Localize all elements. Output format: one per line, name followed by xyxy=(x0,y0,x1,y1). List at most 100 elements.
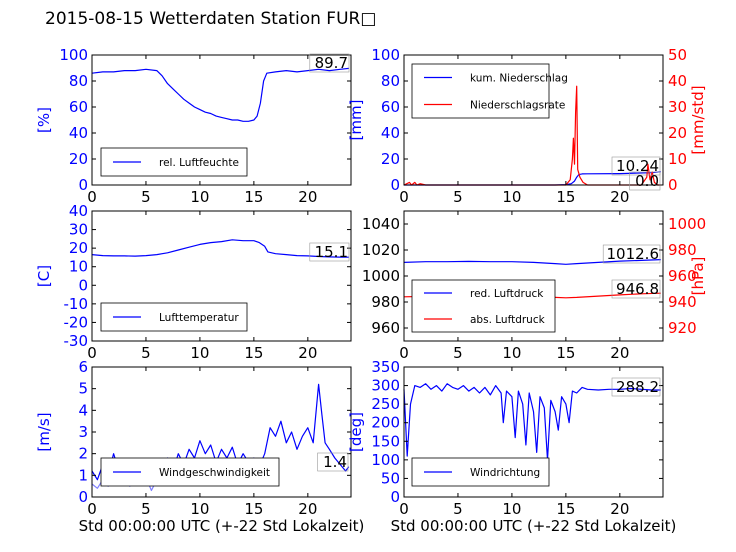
x-tick-label-2-1: 5 xyxy=(141,344,151,362)
y-tick-label-5-6: 300 xyxy=(371,377,400,395)
last-value-label-4-0: 1.4 xyxy=(323,453,347,471)
x-axis-label-4: Std 00:00:00 UTC (+-22 Std Lokalzeit) xyxy=(79,517,365,535)
y2-tick-label-1-4: 40 xyxy=(668,72,687,90)
x-tick-label-3-2: 10 xyxy=(502,344,521,362)
x-tick-label-5-1: 5 xyxy=(453,500,463,518)
legend-label-2-0: Lufttemperatur xyxy=(159,312,239,324)
y-tick-label-5-1: 50 xyxy=(381,469,400,487)
y-tick-label-1-0: 0 xyxy=(390,176,400,194)
x-tick-label-0-3: 15 xyxy=(244,188,263,206)
x-tick-label-2-4: 20 xyxy=(298,344,317,362)
y2-tick-label-3-2: 960 xyxy=(668,267,697,285)
y-tick-label-5-5: 250 xyxy=(371,395,400,413)
x-tick-label-4-4: 20 xyxy=(298,500,317,518)
legend-label-1-1: Niederschlagsrate xyxy=(470,100,565,112)
axes-frame-0 xyxy=(91,54,352,186)
x-tick-label-2-0: 0 xyxy=(87,344,97,362)
x-axis-label-5: Std 00:00:00 UTC (+-22 Std Lokalzeit) xyxy=(391,517,677,535)
y-tick-label-5-3: 150 xyxy=(371,432,400,450)
last-value-label-3-0: 1012.6 xyxy=(607,245,660,263)
last-value-box-2-0 xyxy=(309,242,350,262)
y-tick-label-0-0: 0 xyxy=(78,176,88,194)
axes-frame-5 xyxy=(403,366,664,498)
y-tick-label-5-2: 100 xyxy=(371,451,400,469)
x-tick-label-3-0: 0 xyxy=(399,344,409,362)
y-tick-label-1-1: 20 xyxy=(381,150,400,168)
y-tick-label-2-7: 40 xyxy=(69,202,88,220)
x-tick-label-2-3: 15 xyxy=(244,344,263,362)
legend-label-0-0: rel. Luftfeuchte xyxy=(159,157,239,169)
y-tick-label-1-5: 100 xyxy=(371,46,400,64)
x-tick-label-4-3: 15 xyxy=(244,500,263,518)
y-axis-label-4: [m/s] xyxy=(35,412,53,451)
last-value-box-1-1 xyxy=(629,171,661,191)
last-value-label-1-1: 0.0 xyxy=(635,172,659,190)
last-value-box-3-1 xyxy=(611,279,661,299)
y-tick-label-0-2: 40 xyxy=(69,124,88,142)
y-tick-label-2-5: 20 xyxy=(69,239,88,257)
y-tick-label-1-4: 80 xyxy=(381,72,400,90)
y-tick-label-3-2: 1000 xyxy=(362,267,400,285)
y-tick-label-0-3: 60 xyxy=(69,98,88,116)
y-tick-label-4-2: 2 xyxy=(78,445,88,463)
y-tick-label-2-4: 10 xyxy=(69,258,88,276)
x-tick-label-3-4: 20 xyxy=(610,344,629,362)
x-tick-label-4-1: 5 xyxy=(141,500,151,518)
last-value-box-1-0 xyxy=(611,156,661,176)
y2-tick-label-3-4: 1000 xyxy=(668,215,706,233)
x-tick-label-2-2: 10 xyxy=(190,344,209,362)
x-tick-label-4-2: 10 xyxy=(190,500,209,518)
y-tick-label-3-4: 1040 xyxy=(362,215,400,233)
y2-tick-label-3-3: 980 xyxy=(668,241,697,259)
legend-label-5-0: Windrichtung xyxy=(470,467,540,479)
y-tick-label-4-5: 5 xyxy=(78,380,88,398)
last-value-label-2-0: 15.1 xyxy=(315,243,348,261)
y2-tick-label-1-1: 10 xyxy=(668,150,687,168)
y2-tick-label-1-0: 0 xyxy=(668,176,678,194)
y-tick-label-4-1: 1 xyxy=(78,466,88,484)
y-tick-label-2-3: 0 xyxy=(78,276,88,294)
y-tick-label-3-0: 960 xyxy=(371,319,400,337)
last-value-box-0-0 xyxy=(309,53,350,73)
y-tick-label-2-1: -20 xyxy=(64,313,89,331)
last-value-box-3-0 xyxy=(602,244,661,264)
y-tick-label-1-2: 40 xyxy=(381,124,400,142)
legend-label-4-0: Windgeschwindigkeit xyxy=(159,467,270,479)
y-axis-label-0: [%] xyxy=(35,107,53,133)
y-axis-label-5: [deg] xyxy=(347,412,365,452)
y-tick-label-0-1: 20 xyxy=(69,150,88,168)
last-value-label-3-1: 946.8 xyxy=(616,280,659,298)
y-tick-label-4-3: 3 xyxy=(78,423,88,441)
y-tick-label-4-4: 4 xyxy=(78,401,88,419)
y-tick-label-5-4: 200 xyxy=(371,414,400,432)
y2-axis-label-3: [hPa] xyxy=(689,257,707,296)
x-tick-label-3-1: 5 xyxy=(453,344,463,362)
x-tick-label-1-4: 20 xyxy=(610,188,629,206)
series-line-1-1 xyxy=(403,85,661,186)
last-value-box-5-0 xyxy=(611,377,661,397)
y-tick-label-5-0: 0 xyxy=(390,488,400,506)
x-tick-label-1-0: 0 xyxy=(399,188,409,206)
y2-axis-label-1: [mm/std] xyxy=(689,85,707,154)
x-tick-label-3-3: 15 xyxy=(556,344,575,362)
axes-frame-1 xyxy=(403,54,664,186)
legend-label-3-1: abs. Luftdruck xyxy=(470,314,546,326)
axes-frame-2 xyxy=(91,210,352,342)
last-value-label-1-0: 10.24 xyxy=(616,157,659,175)
y-tick-label-0-5: 100 xyxy=(59,46,88,64)
x-tick-label-5-3: 15 xyxy=(556,500,575,518)
y-tick-label-2-0: -30 xyxy=(64,332,89,350)
y-tick-label-0-4: 80 xyxy=(69,72,88,90)
legend-box-3 xyxy=(411,279,556,333)
x-tick-label-5-2: 10 xyxy=(502,500,521,518)
y-tick-label-2-6: 30 xyxy=(69,221,88,239)
last-value-label-0-0: 89.7 xyxy=(315,54,348,72)
series-line-0-0 xyxy=(91,67,349,122)
x-tick-label-1-1: 5 xyxy=(453,188,463,206)
y-axis-label-1: [mm] xyxy=(347,100,365,141)
y2-tick-label-1-5: 50 xyxy=(668,46,687,64)
last-value-box-4-0 xyxy=(317,452,349,472)
y-tick-label-4-6: 6 xyxy=(78,358,88,376)
y2-tick-label-1-2: 20 xyxy=(668,124,687,142)
